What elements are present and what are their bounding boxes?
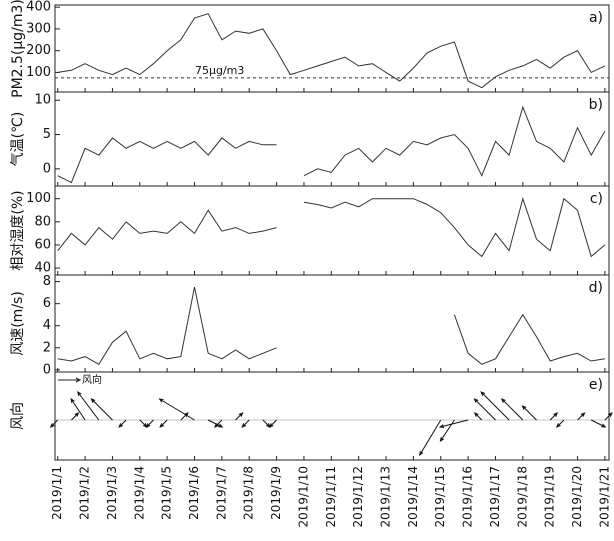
- wind-vector: [473, 412, 483, 421]
- x-tick-label: 2019/1/14: [406, 466, 420, 528]
- x-tick-label: 2019/1/18: [515, 466, 529, 528]
- wind-vector: [555, 419, 565, 428]
- y-tick-label: 60: [34, 237, 51, 252]
- panel-frame: [54, 274, 610, 373]
- y-tick-label: 200: [26, 43, 51, 58]
- panel-label: c): [590, 191, 603, 207]
- wind-vector: [145, 419, 154, 428]
- data-line: [57, 105, 606, 184]
- reference-label: 75μg/m3: [195, 64, 244, 77]
- wind-vector: [262, 419, 271, 428]
- panel-label: b): [589, 97, 603, 113]
- x-tick-label: 2019/1/16: [461, 466, 475, 528]
- legend-arrow: [58, 377, 82, 383]
- y-tick-label: 10: [34, 93, 51, 108]
- x-tick-label: 2019/1/15: [433, 466, 447, 528]
- y-tick-label: 2: [43, 340, 51, 355]
- wind-vector: [473, 398, 496, 421]
- x-tick-label: 2019/1/8: [242, 466, 256, 520]
- y-axis-label: PM2.5(μg/m3): [10, 0, 26, 98]
- wind-vector: [70, 397, 86, 421]
- x-tick-label: 2019/1/5: [160, 466, 174, 520]
- wind-vector: [549, 412, 559, 421]
- panel-label: e): [589, 377, 603, 393]
- y-tick-label: 100: [26, 191, 51, 206]
- wind-vector: [158, 398, 195, 421]
- x-tick-label: 2019/1/1: [50, 466, 64, 520]
- panel-frame: [54, 185, 610, 276]
- y-tick-label: 300: [26, 21, 51, 36]
- x-tick-label: 2019/1/21: [597, 466, 611, 528]
- x-tick-label: 2019/1/6: [187, 466, 201, 520]
- wind-vector: [604, 412, 613, 421]
- data-line: [57, 286, 605, 365]
- y-axis-label: 风速(m/s): [10, 291, 26, 356]
- y-tick-label: 6: [43, 296, 51, 311]
- x-tick-label: 2019/1/11: [324, 466, 338, 528]
- wind-vector: [590, 419, 607, 428]
- y-axis-label: 气温(℃): [10, 112, 26, 167]
- y-axis-label: 相对湿度(%): [10, 190, 26, 270]
- y-tick-label: 400: [26, 0, 51, 15]
- y-tick-label: 0: [43, 161, 51, 176]
- wind-vector: [207, 419, 224, 428]
- x-tick-label: 2019/1/7: [214, 466, 228, 520]
- wind-vector: [419, 419, 442, 457]
- wind-vector: [268, 419, 277, 428]
- wind-vector: [577, 412, 586, 421]
- y-tick-label: 8: [43, 274, 51, 289]
- y-tick-label: 40: [34, 261, 51, 276]
- x-tick-label: 2019/1/13: [379, 466, 393, 528]
- wind-vector: [159, 419, 168, 428]
- legend-label: 风向: [82, 373, 102, 386]
- wind-vector: [118, 419, 127, 428]
- panel-label: d): [589, 280, 603, 296]
- y-tick-label: 4: [43, 318, 51, 333]
- y-tick-label: 100: [26, 65, 51, 80]
- x-tick-label: 2019/1/17: [488, 466, 502, 528]
- wind-vector: [480, 391, 510, 421]
- wind-vector: [438, 419, 469, 429]
- panel-label: a): [589, 10, 603, 26]
- wind-vector: [90, 398, 113, 421]
- x-tick-label: 2019/1/3: [105, 466, 119, 520]
- x-tick-label: 2019/1/2: [78, 466, 92, 520]
- y-axis-label: 风向: [10, 402, 26, 430]
- wind-vector: [71, 412, 80, 421]
- wind-vector: [49, 419, 59, 428]
- x-tick-label: 2019/1/10: [296, 466, 310, 528]
- y-tick-label: 0: [43, 362, 51, 377]
- wind-vector: [77, 390, 100, 421]
- panel-frame: [54, 4, 610, 93]
- wind-vector: [521, 405, 537, 421]
- data-line: [57, 13, 606, 89]
- x-tick-label: 2019/1/20: [570, 466, 584, 528]
- wind-vector: [213, 419, 223, 428]
- y-tick-label: 80: [34, 214, 51, 229]
- wind-vector: [500, 398, 524, 421]
- wind-vector: [235, 412, 244, 421]
- wind-vector: [139, 419, 148, 428]
- data-line: [57, 196, 606, 258]
- x-tick-label: 2019/1/9: [269, 466, 283, 520]
- x-tick-label: 2019/1/19: [543, 466, 557, 528]
- wind-vector: [241, 419, 250, 428]
- x-tick-label: 2019/1/12: [351, 466, 365, 528]
- y-tick-label: 5: [43, 127, 51, 142]
- wind-vector: [439, 419, 455, 443]
- x-tick-label: 2019/1/4: [132, 466, 146, 520]
- panel-frame: [54, 371, 610, 461]
